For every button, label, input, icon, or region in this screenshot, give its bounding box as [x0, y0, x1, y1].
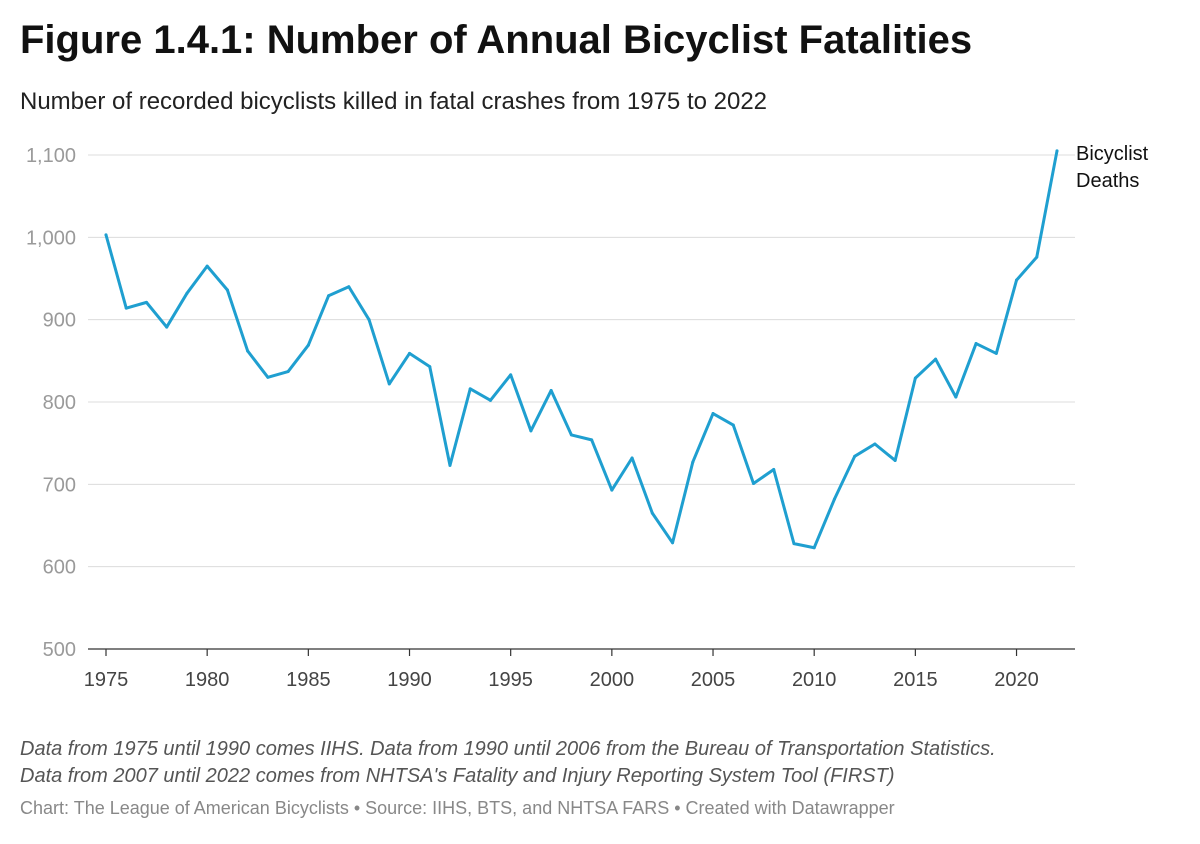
x-tick-label: 2020 — [994, 669, 1039, 691]
series-label: Deaths — [1076, 170, 1139, 192]
data-point — [893, 458, 897, 462]
x-tick-label: 1985 — [286, 669, 331, 691]
series-lines — [104, 149, 1059, 550]
x-tick-label: 2005 — [691, 669, 736, 691]
series-labels: Bicyclist Deaths — [1076, 143, 1149, 192]
data-point — [549, 388, 553, 392]
y-tick-label: 800 — [43, 392, 76, 414]
data-point — [448, 463, 452, 467]
data-point — [691, 460, 695, 464]
x-tick-label: 1975 — [84, 669, 129, 691]
x-tick-label: 2015 — [893, 669, 938, 691]
data-point — [205, 264, 209, 268]
data-point — [387, 382, 391, 386]
data-point — [610, 488, 614, 492]
data-point — [144, 300, 148, 304]
y-tick-label: 700 — [43, 474, 76, 496]
data-point — [630, 456, 634, 460]
chart-title: Figure 1.4.1: Number of Annual Bicyclist… — [20, 18, 973, 62]
data-point — [306, 343, 310, 347]
data-point — [1035, 255, 1039, 259]
data-point — [1015, 278, 1019, 282]
data-point — [428, 365, 432, 369]
data-point — [590, 438, 594, 442]
series-label: Bicyclist — [1076, 143, 1149, 165]
data-point — [671, 541, 675, 545]
data-point — [509, 373, 513, 377]
data-point — [934, 357, 938, 361]
data-point — [832, 497, 836, 501]
data-point — [266, 375, 270, 379]
note-line: Data from 2007 until 2022 comes from NHT… — [20, 765, 895, 787]
y-axis: 500 600 700 800 900 1,000 1,100 — [26, 145, 76, 661]
grid-lines — [88, 154, 1075, 568]
data-point — [711, 412, 715, 416]
y-tick-label: 600 — [43, 557, 76, 579]
chart-credit: Chart: The League of American Bicyclists… — [20, 798, 895, 818]
y-tick-label: 1,100 — [26, 145, 76, 167]
data-point — [367, 318, 371, 322]
data-point — [225, 288, 229, 292]
data-point — [246, 349, 250, 353]
data-point — [873, 442, 877, 446]
data-point — [913, 376, 917, 380]
series-line — [104, 149, 1059, 550]
data-point — [286, 370, 290, 374]
data-point — [408, 351, 412, 355]
data-point — [1055, 149, 1059, 153]
data-point — [104, 233, 108, 237]
x-axis: 1975 1980 1985 1990 1995 2000 2005 2010 2015 2020 — [84, 648, 1075, 691]
data-point — [751, 482, 755, 486]
data-point — [812, 546, 816, 550]
data-point — [185, 291, 189, 295]
data-point — [327, 294, 331, 298]
x-tick-label: 1980 — [185, 669, 230, 691]
note-line: Data from 1975 until 1990 comes IIHS. Da… — [20, 738, 996, 760]
data-point — [853, 454, 857, 458]
data-point — [124, 306, 128, 310]
y-tick-label: 500 — [43, 639, 76, 661]
data-point — [468, 387, 472, 391]
x-tick-label: 2010 — [792, 669, 837, 691]
y-tick-label: 1,000 — [26, 227, 76, 249]
data-point — [772, 468, 776, 472]
data-source-note: Data from 1975 until 1990 comes IIHS. Da… — [20, 736, 1190, 790]
data-point — [165, 325, 169, 329]
chart-subtitle: Number of recorded bicyclists killed in … — [20, 88, 768, 115]
data-point — [994, 351, 998, 355]
data-point — [650, 511, 654, 515]
data-point — [569, 433, 573, 437]
data-point — [954, 395, 958, 399]
data-point — [792, 542, 796, 546]
x-tick-label: 2000 — [590, 669, 635, 691]
x-tick-label: 1995 — [488, 669, 533, 691]
data-point — [529, 429, 533, 433]
data-point — [488, 398, 492, 402]
y-tick-label: 900 — [43, 310, 76, 332]
data-point — [974, 342, 978, 346]
data-point — [347, 285, 351, 289]
x-tick-label: 1990 — [387, 669, 432, 691]
data-point — [731, 423, 735, 427]
data-points — [104, 149, 1059, 550]
